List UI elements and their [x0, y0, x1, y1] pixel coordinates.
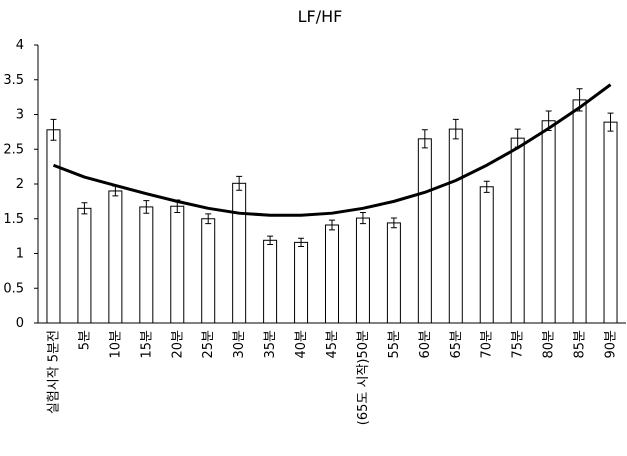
- x-tick-label: 65분: [449, 330, 464, 359]
- y-tick-label: 1: [16, 247, 24, 262]
- error-bar: [236, 175, 243, 191]
- bar: [572, 99, 587, 324]
- bar: [479, 186, 494, 324]
- bar: [77, 207, 92, 324]
- bar: [386, 222, 401, 324]
- bar: [355, 217, 370, 324]
- x-tick-label: 40분: [294, 330, 309, 359]
- bar: [232, 182, 247, 324]
- x-tick-label: 60분: [418, 330, 433, 359]
- error-bar: [390, 217, 397, 229]
- bar: [108, 190, 123, 324]
- x-tick-label: 15분: [139, 330, 154, 359]
- y-tick-label: 2.5: [3, 142, 24, 157]
- bar: [139, 206, 154, 324]
- y-tick-label: 2: [16, 177, 24, 192]
- bar: [170, 205, 185, 324]
- x-tick-label: 35분: [263, 330, 278, 359]
- bar: [417, 138, 432, 324]
- x-tick-label: (65도 시작)50분: [356, 330, 371, 425]
- error-bar: [143, 200, 150, 214]
- bar: [448, 128, 463, 324]
- x-tick-label: 85분: [573, 330, 588, 359]
- x-tick-label: 20분: [170, 330, 185, 359]
- bar: [201, 218, 216, 324]
- error-bar: [267, 235, 274, 245]
- chart-title: LF/HF: [298, 7, 343, 26]
- error-bar: [421, 129, 428, 149]
- x-tick-label: 실험시작 5분전: [46, 330, 61, 414]
- bar: [46, 129, 61, 324]
- bar: [325, 224, 339, 324]
- y-tick-label: 3: [16, 108, 24, 123]
- x-tick-label: 80분: [542, 330, 557, 359]
- bar: [541, 120, 556, 324]
- error-bar: [81, 202, 88, 215]
- y-tick-label: 1.5: [3, 212, 24, 227]
- bar: [263, 239, 278, 324]
- bar: [603, 121, 618, 324]
- x-tick-label: 70분: [480, 330, 495, 359]
- error-bar: [205, 213, 212, 225]
- x-tick-label: 30분: [232, 330, 247, 359]
- error-bar: [298, 237, 305, 248]
- trend-line: [52, 83, 612, 217]
- x-tick-label: 90분: [604, 330, 619, 359]
- x-tick-label: 25분: [201, 330, 216, 359]
- error-bar: [50, 118, 57, 141]
- y-tick-label: 4: [16, 38, 24, 53]
- x-tick-label: 10분: [108, 330, 123, 359]
- x-tick-label: 5분: [77, 330, 92, 350]
- bar: [510, 137, 525, 324]
- error-bar: [607, 112, 614, 132]
- error-bar: [329, 219, 335, 231]
- x-tick-label: 45분: [325, 330, 340, 359]
- y-tick-label: 3.5: [3, 73, 24, 88]
- error-bar: [483, 180, 490, 193]
- error-bar: [359, 211, 366, 225]
- bar: [294, 241, 309, 324]
- x-tick-label: 55분: [387, 330, 402, 359]
- x-tick-label: 75분: [511, 330, 526, 359]
- y-tick-label: 0: [16, 316, 24, 331]
- error-bar: [452, 118, 459, 140]
- y-tick-label: 0.5: [3, 281, 24, 296]
